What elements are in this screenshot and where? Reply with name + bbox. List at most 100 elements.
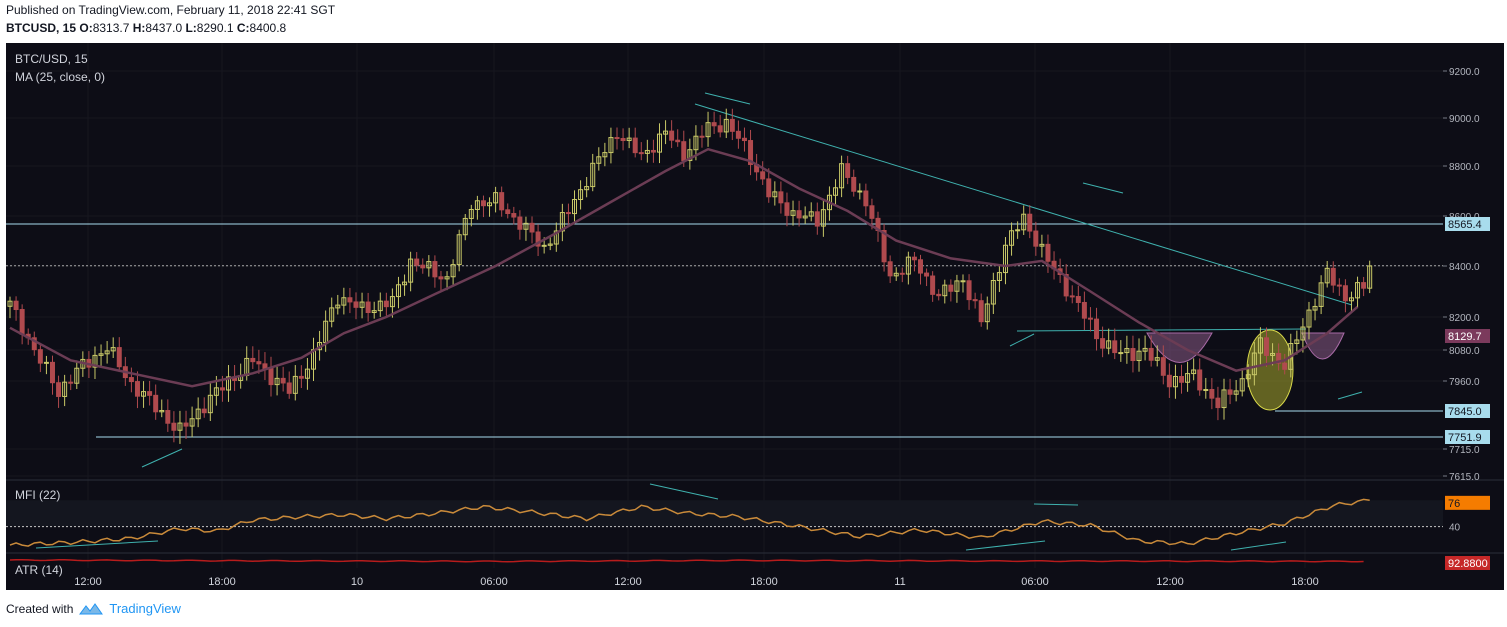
candle	[395, 276, 401, 309]
y-tick-label: 7715.0	[1449, 445, 1480, 456]
candle	[1312, 298, 1318, 321]
candle	[1318, 275, 1324, 315]
candle	[420, 258, 426, 274]
candle	[1100, 326, 1106, 358]
candle	[924, 268, 930, 287]
candle	[304, 358, 310, 390]
candle	[1294, 330, 1300, 355]
y-tick-label: 9200.0	[1449, 67, 1480, 78]
candle	[195, 397, 201, 428]
symbol-label: BTCUSD, 15	[6, 21, 77, 35]
candle	[480, 195, 486, 218]
candle	[1094, 307, 1100, 351]
svg-text:7845.0: 7845.0	[1448, 406, 1482, 418]
candle	[292, 365, 298, 401]
x-tick-label: 11	[894, 576, 905, 588]
candle	[608, 127, 614, 164]
y-tick-label: 8800.0	[1449, 162, 1480, 173]
candle	[717, 114, 723, 138]
candle	[250, 346, 256, 370]
candle	[189, 406, 195, 438]
candle	[632, 127, 638, 158]
candle	[1002, 237, 1008, 285]
candle	[353, 292, 359, 320]
candle	[68, 374, 74, 391]
tradingview-brand[interactable]: TradingView	[109, 601, 181, 616]
candle	[1179, 364, 1185, 394]
candle	[56, 375, 62, 408]
candle	[49, 355, 55, 395]
candle	[990, 272, 996, 314]
candle	[723, 108, 729, 139]
candle	[602, 142, 608, 167]
candle	[511, 206, 517, 225]
y-tick-label: 8200.0	[1449, 313, 1480, 324]
price-chart[interactable]: 9200.09000.08800.08600.08400.08200.08080…	[0, 43, 1507, 598]
candle	[851, 169, 857, 197]
candle	[1112, 328, 1118, 360]
candle	[687, 138, 693, 170]
candle	[147, 380, 153, 406]
candle	[796, 200, 802, 227]
candle	[444, 271, 450, 291]
svg-text:92.8800: 92.8800	[1448, 558, 1488, 570]
candle	[905, 251, 911, 285]
candle	[426, 255, 432, 277]
candle	[1185, 361, 1191, 392]
candle	[1348, 291, 1354, 313]
time-axis-background	[6, 568, 1443, 590]
candle	[341, 287, 347, 315]
candle	[104, 341, 110, 364]
candle	[383, 292, 389, 316]
candle	[110, 337, 116, 358]
svg-text:7751.9: 7751.9	[1448, 432, 1482, 444]
x-tick-label: 06:00	[1021, 576, 1049, 588]
candle	[675, 129, 681, 147]
candle	[590, 153, 596, 192]
candle	[1118, 340, 1124, 362]
candle	[517, 210, 523, 240]
candle	[7, 296, 13, 319]
candle	[1209, 378, 1215, 410]
candle	[1045, 234, 1051, 273]
footer: Created with TradingView	[6, 601, 181, 616]
candle	[1106, 328, 1112, 355]
candle	[1124, 335, 1130, 364]
candle	[432, 255, 438, 288]
ma-legend-label: MA (25, close, 0)	[15, 70, 105, 84]
ma-price-label: 8129.7	[1445, 329, 1490, 343]
candle	[1355, 276, 1361, 309]
candle	[948, 279, 954, 302]
high-value: 8437.0	[145, 21, 183, 35]
candle	[1239, 368, 1245, 397]
candle	[171, 411, 177, 443]
candle	[365, 292, 371, 322]
candle	[1215, 386, 1221, 421]
atr-value-label: 92.8800	[1445, 556, 1490, 570]
candle	[1342, 279, 1348, 313]
candle	[1367, 260, 1373, 294]
candle	[329, 297, 335, 328]
candle	[911, 251, 917, 272]
candlesticks	[7, 108, 1373, 444]
x-tick-label: 18:00	[750, 576, 778, 588]
candle	[1276, 343, 1282, 371]
candle	[371, 301, 377, 319]
candle	[820, 200, 826, 237]
candle	[1361, 276, 1367, 297]
candle	[954, 274, 960, 303]
level-price-label: 7751.9	[1445, 430, 1490, 444]
candle	[402, 274, 408, 296]
candle	[1142, 335, 1148, 361]
candle	[153, 384, 159, 420]
candle	[43, 355, 49, 375]
candle	[335, 294, 341, 315]
candle	[960, 274, 966, 293]
candle	[1251, 342, 1257, 386]
candle	[1257, 327, 1263, 365]
time-axis[interactable]: 12:00 18:00 10 06:00 12:00 18:00 11 06:00 12:00 1…	[74, 576, 1319, 588]
neckline	[1016, 328, 1307, 332]
candle	[1136, 338, 1142, 372]
candle	[462, 213, 468, 241]
candle	[748, 129, 754, 176]
